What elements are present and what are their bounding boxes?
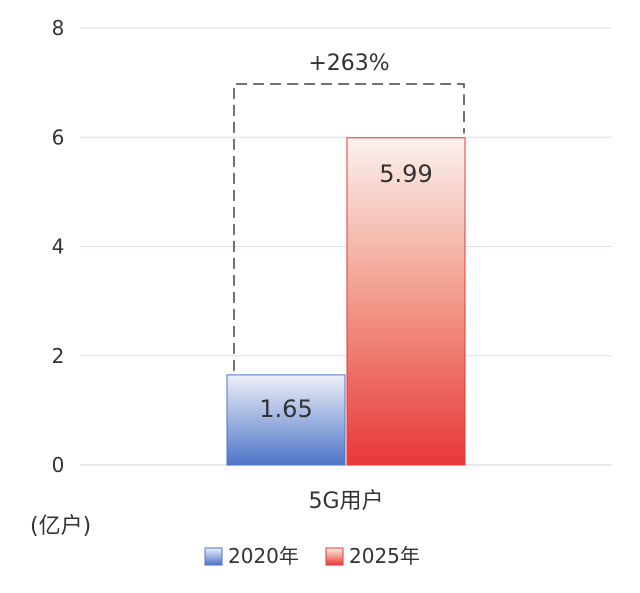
bars [226, 137, 466, 466]
legend-swatch-2025 [325, 547, 344, 566]
legend-label-2020: 2020年 [228, 544, 299, 568]
legend-label-2025: 2025年 [349, 544, 420, 568]
x-category-label: 5G用户 [308, 489, 383, 514]
data-label-2020年: 1.65 [259, 395, 312, 423]
legend: 2020年 2025年 [204, 544, 420, 568]
gridlines [80, 27, 612, 357]
bar-2025年 [346, 137, 466, 466]
data-label-2025年: 5.99 [379, 160, 432, 188]
annotation-bracket [233, 83, 465, 371]
bar-2020年 [226, 374, 346, 466]
y-tick-label-8: 8 [52, 16, 65, 40]
data-labels: 1.65 5.99 [259, 160, 432, 423]
y-tick-label-2: 2 [52, 344, 65, 368]
y-tick-label-4: 4 [52, 235, 65, 259]
y-axis-unit-label: (亿户) [30, 514, 91, 539]
annotation-label: +263% [308, 51, 389, 76]
y-tick-labels: 0 2 4 6 8 [52, 16, 65, 477]
legend-swatch-2020 [204, 547, 223, 566]
y-tick-label-0: 0 [52, 453, 65, 477]
y-tick-label-6: 6 [52, 125, 65, 149]
